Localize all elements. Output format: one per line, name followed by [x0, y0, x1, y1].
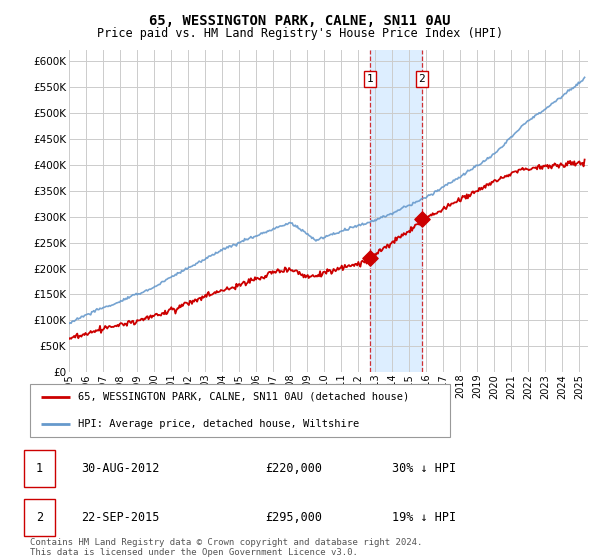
- Text: £295,000: £295,000: [266, 511, 323, 524]
- Text: 65, WESSINGTON PARK, CALNE, SN11 0AU (detached house): 65, WESSINGTON PARK, CALNE, SN11 0AU (de…: [79, 391, 410, 402]
- Text: 30-AUG-2012: 30-AUG-2012: [82, 462, 160, 475]
- Text: HPI: Average price, detached house, Wiltshire: HPI: Average price, detached house, Wilt…: [79, 419, 360, 429]
- Point: [417, 214, 427, 223]
- Text: 30% ↓ HPI: 30% ↓ HPI: [392, 462, 457, 475]
- Text: 1: 1: [36, 462, 43, 475]
- Text: Contains HM Land Registry data © Crown copyright and database right 2024.
This d: Contains HM Land Registry data © Crown c…: [29, 538, 422, 557]
- FancyBboxPatch shape: [29, 384, 450, 437]
- Text: £220,000: £220,000: [266, 462, 323, 475]
- Text: 2: 2: [418, 74, 425, 84]
- Text: 19% ↓ HPI: 19% ↓ HPI: [392, 511, 457, 524]
- Text: 2: 2: [36, 511, 43, 524]
- Text: 65, WESSINGTON PARK, CALNE, SN11 0AU: 65, WESSINGTON PARK, CALNE, SN11 0AU: [149, 14, 451, 28]
- Point: [365, 254, 374, 263]
- Text: Price paid vs. HM Land Registry's House Price Index (HPI): Price paid vs. HM Land Registry's House …: [97, 27, 503, 40]
- FancyBboxPatch shape: [24, 499, 55, 536]
- Text: 22-SEP-2015: 22-SEP-2015: [82, 511, 160, 524]
- FancyBboxPatch shape: [24, 450, 55, 487]
- Text: 1: 1: [367, 74, 373, 84]
- Bar: [370, 50, 422, 372]
